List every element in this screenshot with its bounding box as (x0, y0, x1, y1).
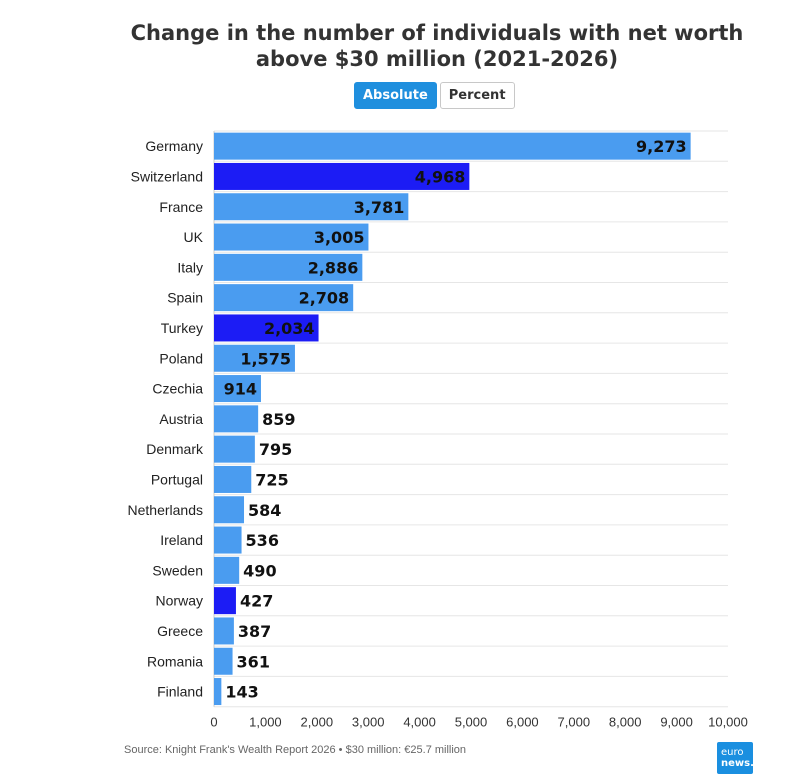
data-label: 2,708 (299, 289, 350, 308)
x-tick-label: 8,000 (609, 715, 642, 730)
data-label: 143 (225, 683, 258, 702)
x-tick-label: 3,000 (352, 715, 385, 730)
category-label: UK (184, 229, 204, 245)
data-label: 859 (262, 410, 295, 429)
category-label: Ireland (160, 532, 203, 548)
chart-title-line-1: Change in the number of individuals with… (130, 21, 744, 45)
category-label: Romania (147, 653, 203, 669)
category-label: Norway (156, 593, 203, 609)
bar (214, 556, 240, 584)
category-label: Switzerland (131, 168, 203, 184)
chart-title: Change in the number of individuals with… (100, 20, 774, 72)
data-label: 387 (238, 622, 271, 641)
category-label: Denmark (146, 441, 204, 457)
bar (214, 587, 236, 615)
data-label: 584 (248, 501, 281, 520)
bar (214, 465, 252, 493)
data-label: 725 (255, 470, 288, 489)
bar (214, 193, 409, 221)
category-label: Germany (145, 138, 203, 154)
bar (214, 162, 470, 190)
data-label: 2,886 (308, 258, 359, 277)
x-tick-label: 2,000 (301, 715, 334, 730)
bar (214, 284, 354, 312)
bar (214, 678, 222, 706)
bar (214, 617, 234, 645)
category-label: Turkey (161, 320, 203, 336)
x-tick-label: 7,000 (558, 715, 591, 730)
view-toggle: Absolute Percent (354, 82, 515, 109)
bar (214, 647, 233, 675)
data-label: 795 (259, 440, 292, 459)
category-label: Portugal (151, 471, 203, 487)
category-label: Czechia (152, 381, 203, 397)
x-tick-label: 1,000 (249, 715, 282, 730)
bar (214, 223, 369, 251)
bar (214, 132, 691, 160)
category-label: Spain (167, 290, 203, 306)
category-label: Netherlands (128, 502, 204, 518)
category-label: Italy (177, 259, 203, 275)
logo-text-line-2: news. (721, 758, 754, 769)
bar (214, 375, 261, 403)
x-tick-label: 4,000 (403, 715, 436, 730)
bar (214, 405, 259, 433)
data-label: 536 (246, 531, 279, 550)
data-label: 914 (224, 380, 257, 399)
data-label: 427 (240, 592, 273, 611)
category-label: Austria (159, 411, 203, 427)
bar (214, 496, 245, 524)
bar (214, 253, 363, 281)
data-label: 3,005 (314, 228, 365, 247)
x-tick-label: 10,000 (708, 715, 748, 730)
absolute-toggle-button[interactable]: Absolute (354, 82, 437, 109)
x-tick-label: 0 (210, 715, 217, 730)
logo-text-line-1: euro (721, 747, 744, 758)
source-note: Source: Knight Frank's Wealth Report 202… (124, 744, 467, 756)
bar (214, 344, 295, 372)
euronews-logo: euro news. (717, 742, 754, 774)
bar (214, 435, 255, 463)
category-label: France (159, 199, 203, 215)
data-label: 9,273 (636, 137, 687, 156)
x-tick-label: 9,000 (660, 715, 693, 730)
data-label: 490 (243, 561, 276, 580)
category-label: Sweden (152, 562, 203, 578)
x-tick-label: 5,000 (455, 715, 488, 730)
bar (214, 526, 242, 554)
category-label: Greece (157, 623, 203, 639)
percent-toggle-button[interactable]: Percent (439, 82, 515, 109)
data-label: 4,968 (415, 167, 466, 186)
data-label: 361 (237, 652, 270, 671)
chart-title-line-2: above $30 million (2021-2026) (255, 47, 619, 71)
x-tick-label: 6,000 (506, 715, 539, 730)
category-label: Finland (157, 684, 203, 700)
bar (214, 314, 319, 342)
data-label: 3,781 (354, 198, 405, 217)
data-label: 1,575 (240, 349, 291, 368)
data-label: 2,034 (264, 319, 315, 338)
category-label: Poland (159, 350, 203, 366)
